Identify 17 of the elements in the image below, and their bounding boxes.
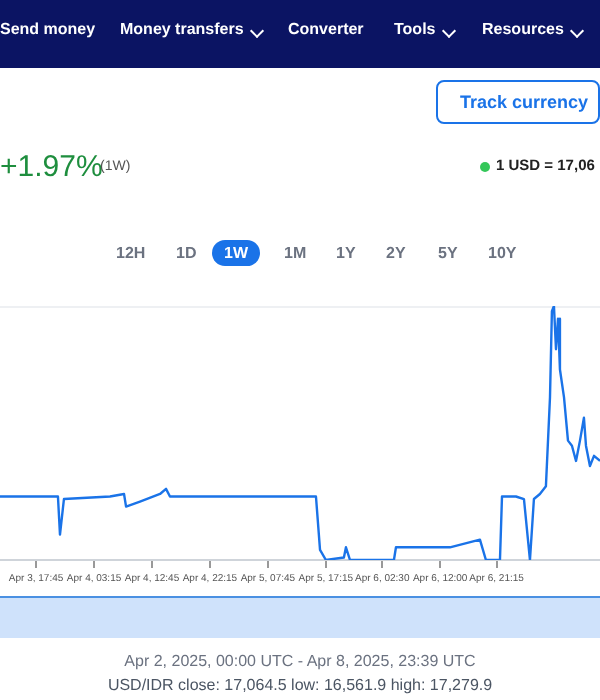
text: Send money (0, 20, 96, 38)
text: +1.97% (0, 150, 103, 184)
text: Money transfers (120, 20, 244, 38)
text: Tools (394, 20, 436, 38)
text: 1M (284, 244, 307, 262)
text: 10Y (488, 244, 517, 262)
text: Apr 2, 2025, 00:00 UTC - Apr 8, 2025, 23:39 UTC (122, 652, 478, 670)
text: 1D (176, 244, 197, 262)
text: Resources (482, 20, 564, 38)
text: Converter (288, 20, 364, 38)
text: 2Y (386, 244, 406, 262)
text: 1Y (336, 244, 356, 262)
text: USD/IDR close: 17,064.5 low: 16,561.9 high: 17,279.9 (105, 676, 495, 694)
text: Track currency (436, 80, 600, 124)
text: 5Y (438, 244, 458, 262)
text: 12H (116, 244, 146, 262)
text: 1W (212, 240, 260, 266)
